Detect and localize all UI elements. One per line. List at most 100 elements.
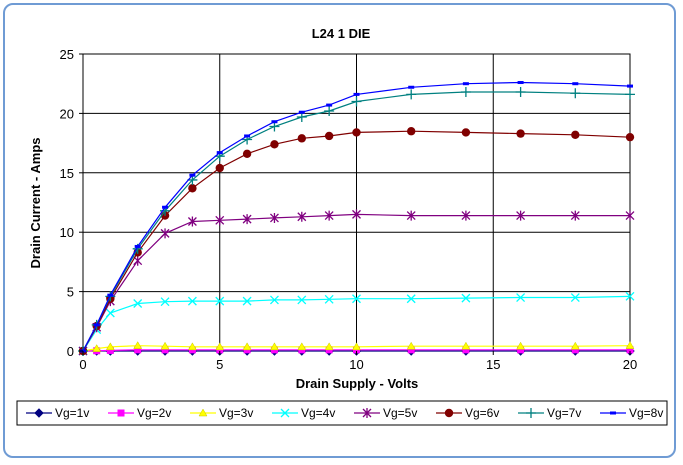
- data-point: [461, 128, 471, 137]
- data-point: [269, 212, 279, 223]
- data-point: [270, 342, 279, 351]
- legend-marker: [34, 408, 44, 418]
- legend-item: Vg=1v: [26, 406, 89, 420]
- chart-title: L24 1 DIE: [312, 26, 371, 41]
- y-tick-label: 25: [60, 47, 74, 62]
- data-point: [162, 205, 169, 209]
- data-point: [297, 134, 306, 143]
- data-point: [353, 92, 360, 96]
- data-point: [187, 342, 197, 351]
- legend-item: Vg=5v: [354, 406, 417, 420]
- data-point: [406, 89, 417, 100]
- data-point: [133, 299, 143, 308]
- y-tick-label: 20: [60, 106, 74, 121]
- legend-marker: [526, 408, 536, 418]
- data-point: [160, 297, 170, 307]
- legend-marker: [610, 411, 616, 415]
- data-point: [461, 210, 471, 221]
- legend-item: Vg=7v: [518, 406, 581, 420]
- series-layer: [78, 81, 635, 356]
- data-point: [625, 132, 635, 142]
- legend-label: Vg=3v: [219, 406, 253, 420]
- x-tick-label: 10: [349, 357, 363, 372]
- data-point: [408, 85, 415, 89]
- data-point: [134, 244, 141, 248]
- legend-marker: [280, 408, 290, 418]
- y-tick-label: 10: [60, 225, 74, 240]
- data-point: [324, 131, 334, 141]
- data-point: [570, 88, 581, 99]
- data-point: [297, 342, 307, 351]
- data-point: [324, 294, 334, 304]
- data-point: [462, 346, 470, 354]
- chart-frame: [3, 3, 676, 458]
- legend: Vg=1v Vg=2v Vg=3v Vg=4v Vg=5v Vg=6v Vg=7v Vg=8v: [26, 406, 663, 420]
- legend-marker: [362, 408, 372, 418]
- data-point: [407, 346, 415, 354]
- data-point: [407, 127, 416, 136]
- legend-label: Vg=5v: [383, 406, 417, 420]
- data-point: [298, 110, 305, 114]
- data-point: [571, 130, 580, 139]
- data-point: [570, 293, 580, 302]
- data-point: [515, 87, 526, 98]
- data-point: [242, 342, 252, 351]
- data-point: [406, 210, 416, 221]
- legend-box: [16, 400, 668, 426]
- legend-label: Vg=6v: [465, 406, 499, 420]
- data-point: [215, 296, 225, 306]
- data-point: [406, 294, 416, 304]
- legend-item: Vg=3v: [190, 406, 253, 420]
- data-point: [461, 341, 471, 350]
- data-point: [93, 323, 100, 327]
- legend-marker: [444, 408, 454, 418]
- series-vg-3v: [78, 341, 635, 355]
- legend-item: Vg=6v: [436, 406, 499, 420]
- legend-item: Vg=8v: [600, 406, 663, 420]
- data-point: [517, 81, 524, 85]
- legend-marker: [117, 409, 125, 417]
- data-point: [160, 228, 170, 239]
- data-point: [324, 210, 334, 221]
- data-point: [242, 214, 252, 225]
- data-point: [516, 129, 525, 138]
- data-point: [352, 209, 361, 220]
- x-tick-label: 15: [486, 357, 500, 372]
- data-point: [106, 346, 114, 354]
- data-point: [215, 163, 224, 173]
- data-point: [297, 211, 307, 222]
- data-point: [324, 342, 334, 351]
- data-point: [326, 103, 333, 107]
- data-point: [187, 216, 197, 227]
- data-point: [625, 210, 635, 221]
- tick-layer: 0 5 10 15 20 25 0 5 10 15 20: [60, 47, 638, 372]
- data-point: [216, 151, 223, 155]
- legend-label: Vg=1v: [55, 406, 89, 420]
- series-vg-6v: [78, 127, 635, 356]
- data-point: [570, 341, 580, 350]
- data-point: [460, 87, 471, 98]
- y-axis-label: Drain Current - Amps: [28, 138, 43, 269]
- data-point: [105, 342, 115, 351]
- data-point: [271, 120, 278, 124]
- legend-item: Vg=4v: [272, 406, 335, 420]
- x-tick-label: 20: [623, 357, 637, 372]
- data-point: [188, 184, 197, 193]
- data-point: [92, 344, 102, 352]
- data-point: [516, 341, 526, 350]
- data-point: [133, 341, 143, 349]
- data-point: [625, 341, 635, 349]
- legend-marker: [198, 408, 208, 417]
- data-point: [160, 341, 170, 350]
- data-point: [161, 346, 169, 354]
- legend-label: Vg=2v: [137, 406, 171, 420]
- data-point: [352, 342, 361, 351]
- data-point: [516, 293, 526, 302]
- data-point: [351, 96, 362, 107]
- x-tick-label: 5: [216, 357, 223, 372]
- data-point: [517, 346, 525, 354]
- data-point: [270, 140, 279, 149]
- legend-label: Vg=7v: [547, 406, 581, 420]
- data-point: [571, 346, 579, 354]
